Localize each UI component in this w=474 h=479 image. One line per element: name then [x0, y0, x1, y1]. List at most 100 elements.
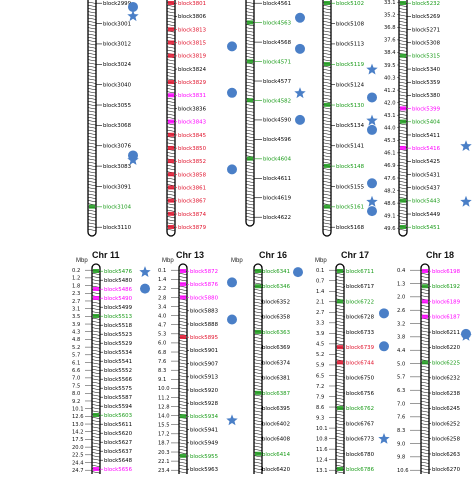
top-d-dot-marker [367, 178, 377, 189]
chr-13-marker-line [178, 461, 188, 464]
chr-18-marker-line [420, 439, 430, 442]
top-e-marker-line [398, 75, 408, 78]
top-b-block-label: block3824 [178, 67, 207, 73]
chr-13-tick-label: 10.0 [158, 386, 170, 392]
chr-17-marker-line [335, 410, 345, 413]
top-e-marker-line [398, 104, 408, 107]
chr-17-tick-label: 9.3 [316, 415, 324, 421]
chr-11-marker-line [91, 272, 101, 275]
top-e-tick-label: 47.6 [384, 176, 396, 182]
chr-18-tick-label: 7.6 [397, 415, 405, 421]
chr-17-marker-line [335, 388, 345, 391]
top-d-marker-line [322, 88, 332, 91]
top-b-marker-line [166, 68, 176, 71]
top-b-marker-line [166, 126, 176, 129]
chr-13-marker-line [178, 349, 188, 352]
chr-16-marker-line [253, 352, 263, 355]
chr-17-marker-line [335, 458, 345, 461]
top-d-marker-line [322, 68, 332, 71]
chr-18-colored-segment [422, 360, 428, 365]
top-e-marker-line [398, 88, 408, 91]
chr-18-marker-line [420, 311, 430, 314]
chr-17-tick-label: 0.7 [316, 279, 324, 285]
top-c-colored-segment [247, 98, 253, 103]
top-d-marker-line [322, 177, 332, 180]
chr-13-marker-line [178, 471, 188, 474]
chr-18-block-label: block6220 [432, 345, 461, 351]
top-a-block-label: block3091 [103, 184, 131, 190]
chr-16-marker-line [253, 436, 263, 439]
chr-13-marker-line [178, 301, 188, 304]
chr-11-marker-line [91, 442, 101, 445]
top-c-dot-marker [295, 12, 305, 23]
top-a-marker-line [87, 65, 97, 68]
top-b-block-label: block3836 [178, 106, 207, 112]
chr-18-tick-label: 5.7 [397, 375, 405, 381]
chr-11-marker-line [91, 311, 101, 314]
chr-16-marker-line [253, 320, 263, 323]
chr-11-marker-line [91, 292, 101, 295]
chr-11-tick-label: 5.7 [72, 353, 80, 359]
top-c-marker-line [245, 216, 255, 219]
chr-17-marker-line [335, 295, 345, 298]
top-e-tick-label: 49.6 [384, 226, 396, 232]
chr-18-marker-line [420, 330, 430, 333]
chr-13-marker-line [178, 432, 188, 435]
top-d-marker-line [322, 132, 332, 135]
chr-11-marker-line [91, 384, 101, 387]
top-b-colored-segment [168, 40, 174, 45]
top-a-block-label: block3001 [103, 21, 131, 27]
chr-18-marker-line [420, 272, 430, 275]
chr-17-tick-label: 7.2 [316, 384, 324, 390]
top-e-marker-line [398, 142, 408, 145]
chr-17-marker-line [335, 285, 345, 288]
top-a-marker-line [87, 180, 97, 183]
top-d-marker-line [322, 94, 332, 97]
chr-18-tick-label: 0.4 [397, 268, 406, 274]
chr-11-tick-label: 14.2 [72, 430, 84, 436]
top-a-marker-line [87, 168, 97, 171]
top-d-marker-line [322, 36, 332, 39]
chr-13-marker-line [178, 272, 188, 275]
top-d-block-label: block5134 [336, 123, 365, 129]
chr-18-tick-label: 4.4 [397, 348, 406, 354]
chr-16-marker-line [253, 317, 263, 320]
chr-13-marker-line [178, 391, 188, 394]
chr-11-block-label: block5587 [104, 395, 132, 401]
chr-11-marker-line [91, 327, 101, 330]
chr-13-marker-line [178, 292, 188, 295]
top-a-marker-line [87, 75, 97, 78]
top-d-block-label: block5102 [336, 1, 364, 7]
top-c-marker-line [245, 11, 255, 14]
chr-16-marker-line [253, 429, 263, 432]
chr-18-marker-line [420, 400, 430, 403]
chr-13-block-label: block5888 [190, 322, 219, 328]
chr-11-colored-segment [93, 269, 99, 273]
top-e-star-marker [460, 140, 472, 151]
chr-13-block-label: block5920 [190, 388, 219, 394]
top-c-marker-line [245, 1, 255, 4]
top-a-marker-line [87, 171, 97, 174]
top-c-marker-line [245, 116, 255, 119]
top-e-tick-label: 43.1 [384, 113, 396, 119]
top-c-marker-line [245, 219, 255, 222]
top-c-marker-line [245, 94, 255, 97]
top-c-marker-line [245, 120, 255, 123]
chr-11-marker-line [91, 429, 101, 432]
chr-11-marker-line [91, 330, 101, 333]
top-a-marker-line [87, 88, 97, 91]
top-d-marker-line [322, 142, 332, 145]
chr-11-marker-line [91, 391, 101, 394]
chr-11-block-label: block5603 [104, 413, 132, 419]
top-e-marker-line [398, 193, 408, 196]
top-a-marker-line [87, 52, 97, 55]
top-a-marker-line [87, 100, 97, 103]
chr-18-marker-line [420, 407, 430, 410]
chr-18-marker-line [420, 340, 430, 343]
top-b-block-label: block3831 [178, 93, 206, 99]
chr-17-marker-line [335, 397, 345, 400]
chr-17-tick-label: 10.1 [316, 426, 328, 432]
chr-18-colored-segment [422, 314, 428, 319]
chr-13-marker-line [178, 327, 188, 330]
